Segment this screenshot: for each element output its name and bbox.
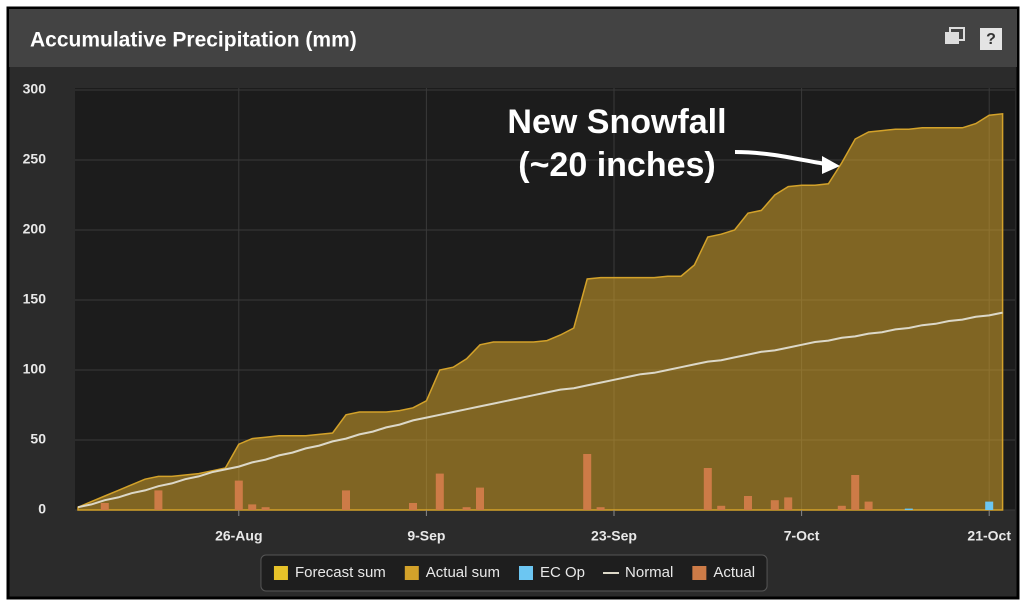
bar [154,490,163,510]
legend-symbol[interactable] [273,566,288,580]
bar [248,504,257,510]
legend-item[interactable]: Normal [603,564,673,581]
x-tick-label: 9-Sep [407,528,445,544]
icon-part[interactable] [949,27,965,41]
popout-icon[interactable] [945,27,965,44]
bar [342,490,350,510]
legend-label[interactable]: Actual sum [426,564,500,581]
bar [837,505,846,510]
bar [744,496,752,510]
legend-box [260,554,768,592]
bar [583,454,592,510]
legend-symbol[interactable] [519,566,533,580]
legend-symbol[interactable] [692,566,707,580]
annotation: (~20 inches) [518,146,715,184]
legend-label[interactable]: Forecast sum [295,564,386,581]
x-tick-label: 21-Oct [967,528,1011,544]
legend-symbol[interactable] [404,566,419,580]
x-tick-label: 23-Sep [591,528,637,544]
x-tick-label: 7-Oct [784,528,820,544]
bar [234,480,243,510]
annotation-arrowhead [822,156,840,174]
bar [784,497,793,510]
y-tick-label: 0 [38,501,46,517]
y-tick-label: 50 [30,431,46,447]
bar [261,507,270,510]
bar [770,500,779,510]
bar [851,475,860,510]
axes: 0 50 100 150 200 250 300 26-Aug 9-Sep 23-Sep 7-Oct… [23,81,1012,544]
bar [435,473,444,510]
header-bar [9,9,1017,67]
y-tick-label: 200 [23,221,47,237]
bar [717,505,726,510]
legend-item[interactable]: Actual [692,564,755,581]
marks [77,112,1004,511]
legend-item[interactable]: EC Op [519,564,585,581]
help-button[interactable] [980,28,1002,50]
bar [596,507,605,510]
y-tick-label: 300 [23,81,47,97]
legend-label[interactable]: Actual [713,564,755,581]
icon-part[interactable] [945,32,959,44]
bar [462,507,471,510]
area [77,112,1004,511]
legend-label[interactable]: Normal [625,564,673,581]
annotation: New Snowfall [507,103,726,141]
bar [864,501,873,510]
bar [703,468,712,510]
legend-item[interactable]: Actual sum [404,564,500,581]
bar [904,508,913,510]
bar [985,501,994,510]
y-tick-label: 150 [23,291,47,307]
y-tick-label: 250 [23,151,47,167]
legend: Forecast sum Actual sum EC Op Normal Actual [260,554,768,592]
help-icon[interactable]: ? [986,31,996,48]
legend-item[interactable]: Forecast sum [273,564,386,581]
line [77,311,1003,509]
bar [476,487,484,510]
x-tick-label: 26-Aug [215,528,262,544]
legend-label[interactable]: EC Op [540,564,585,581]
chart-title: Accumulative Precipitation (mm) [30,29,357,52]
bar [100,503,109,510]
annotation-arrow [734,150,827,166]
y-tick-label: 100 [23,361,47,377]
bar [409,503,417,510]
